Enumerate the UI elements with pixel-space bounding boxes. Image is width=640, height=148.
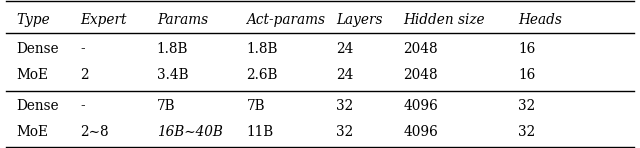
Text: Layers: Layers — [336, 13, 383, 27]
Text: 24: 24 — [336, 42, 353, 56]
Text: Hidden size: Hidden size — [403, 13, 485, 27]
Text: 2048: 2048 — [403, 42, 438, 56]
Text: 2048: 2048 — [403, 68, 438, 82]
Text: 32: 32 — [336, 125, 353, 139]
Text: MoE: MoE — [16, 125, 48, 139]
Text: Type: Type — [16, 13, 50, 27]
Text: -: - — [80, 42, 84, 56]
Text: 2.6B: 2.6B — [246, 68, 278, 82]
Text: 32: 32 — [518, 99, 536, 113]
Text: 3.4B: 3.4B — [157, 68, 188, 82]
Text: Expert: Expert — [80, 13, 127, 27]
Text: 2∼8: 2∼8 — [80, 125, 109, 139]
Text: Dense: Dense — [16, 42, 59, 56]
Text: 1.8B: 1.8B — [246, 42, 278, 56]
Text: 4096: 4096 — [403, 99, 438, 113]
Text: 16B∼40B: 16B∼40B — [157, 125, 223, 139]
Text: Dense: Dense — [16, 99, 59, 113]
Text: Act-params: Act-params — [246, 13, 325, 27]
Text: 2: 2 — [80, 68, 88, 82]
Text: 32: 32 — [518, 125, 536, 139]
Text: 32: 32 — [336, 99, 353, 113]
Text: 16: 16 — [518, 42, 536, 56]
Text: Heads: Heads — [518, 13, 563, 27]
Text: 11B: 11B — [246, 125, 274, 139]
Text: 7B: 7B — [246, 99, 265, 113]
Text: -: - — [80, 99, 84, 113]
Text: Params: Params — [157, 13, 208, 27]
Text: 4096: 4096 — [403, 125, 438, 139]
Text: 1.8B: 1.8B — [157, 42, 188, 56]
Text: 24: 24 — [336, 68, 353, 82]
Text: 7B: 7B — [157, 99, 175, 113]
Text: MoE: MoE — [16, 68, 48, 82]
Text: 16: 16 — [518, 68, 536, 82]
